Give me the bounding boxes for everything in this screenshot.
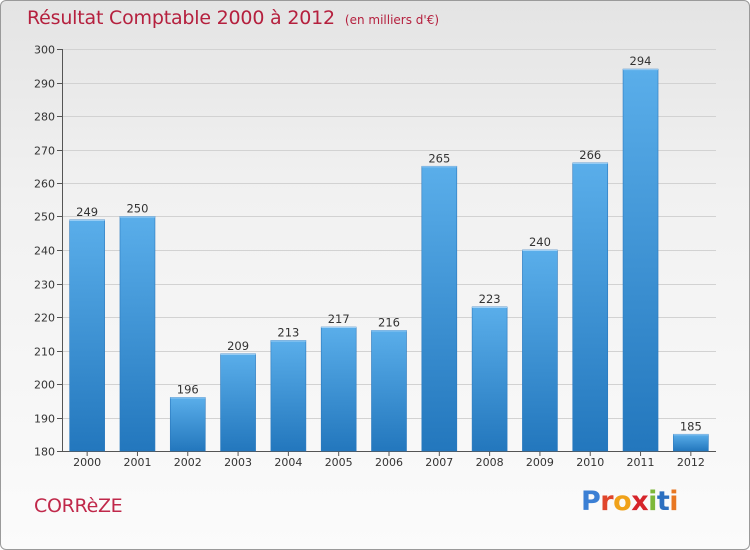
- logo-letter: x: [631, 486, 649, 517]
- data-label-2012: 185: [680, 419, 702, 433]
- data-label-2001: 250: [126, 202, 148, 216]
- y-tick-label: 230: [34, 279, 55, 292]
- x-tick-label-2005: 2005: [325, 456, 353, 469]
- chart-title-line: Résultat Comptable 2000 à 2012 (en millie…: [27, 7, 439, 29]
- x-tick-label-2004: 2004: [274, 456, 302, 469]
- y-tick-label: 250: [34, 211, 55, 224]
- data-label-2005: 217: [328, 312, 350, 326]
- bar-2007: [421, 165, 458, 452]
- bar-2001: [119, 216, 156, 452]
- logo-letter: o: [613, 486, 632, 517]
- logo-letter: i: [669, 486, 679, 517]
- bar-2000: [69, 219, 105, 452]
- y-tick-label: 300: [34, 44, 55, 57]
- proxiti-logo: Proxiti: [581, 486, 679, 517]
- chart-subtitle: (en milliers d'€): [344, 13, 440, 27]
- data-label-2010: 266: [579, 148, 601, 162]
- chart-title: Résultat Comptable 2000 à 2012: [27, 7, 335, 29]
- y-tick-label: 180: [34, 446, 55, 459]
- data-label-2007: 265: [428, 151, 450, 165]
- x-tick-label-2012: 2012: [677, 456, 705, 469]
- y-tick-label: 260: [34, 178, 55, 191]
- bar-2004: [270, 340, 307, 452]
- y-tick-label: 240: [34, 245, 55, 258]
- x-tick-label-2000: 2000: [73, 456, 101, 469]
- bar-2011: [622, 68, 659, 452]
- data-label-2003: 209: [227, 339, 249, 353]
- bar-2006: [371, 330, 407, 452]
- x-tick-label-2002: 2002: [174, 456, 202, 469]
- y-tick-label: 270: [34, 145, 55, 158]
- logo-letter: i: [648, 486, 657, 517]
- data-label-2000: 249: [76, 205, 98, 219]
- bar-2008: [471, 306, 508, 452]
- x-tick-label-2010: 2010: [576, 456, 604, 469]
- region-name: CORRèZE: [34, 495, 123, 517]
- bar-2003: [220, 353, 256, 452]
- data-label-2002: 196: [177, 382, 199, 396]
- y-tick-label: 290: [34, 78, 55, 91]
- y-tick-label: 190: [34, 413, 55, 426]
- bar-2012: [673, 433, 709, 452]
- y-tick-label: 280: [34, 111, 55, 124]
- data-label-2009: 240: [529, 235, 551, 249]
- x-tick-label-2001: 2001: [123, 456, 151, 469]
- bars: [69, 68, 709, 452]
- axes: [57, 49, 716, 456]
- x-tick-label-2006: 2006: [375, 456, 403, 469]
- data-label-2006: 216: [378, 315, 400, 329]
- bar-2010: [572, 162, 609, 452]
- labels: 180 190 200 210 220 230 240 250 260 270 280 290 300 2…: [34, 44, 705, 470]
- x-tick-label-2011: 2011: [627, 456, 655, 469]
- x-tick-label-2003: 2003: [224, 456, 252, 469]
- x-tick-label-2009: 2009: [526, 456, 554, 469]
- y-tick-label: 210: [34, 346, 55, 359]
- bar-2002: [169, 397, 206, 452]
- bar-2005: [320, 326, 357, 452]
- logo-letter: r: [600, 486, 614, 517]
- logo-letter: P: [581, 486, 601, 517]
- data-label-2011: 294: [630, 54, 652, 68]
- data-label-2008: 223: [479, 292, 501, 306]
- bar-2009: [522, 249, 558, 452]
- logo-letter: t: [656, 486, 670, 517]
- data-label-2004: 213: [277, 325, 299, 339]
- y-tick-label: 200: [34, 379, 55, 392]
- x-tick-label-2007: 2007: [425, 456, 453, 469]
- x-tick-label-2008: 2008: [476, 456, 504, 469]
- y-tick-label: 220: [34, 312, 55, 325]
